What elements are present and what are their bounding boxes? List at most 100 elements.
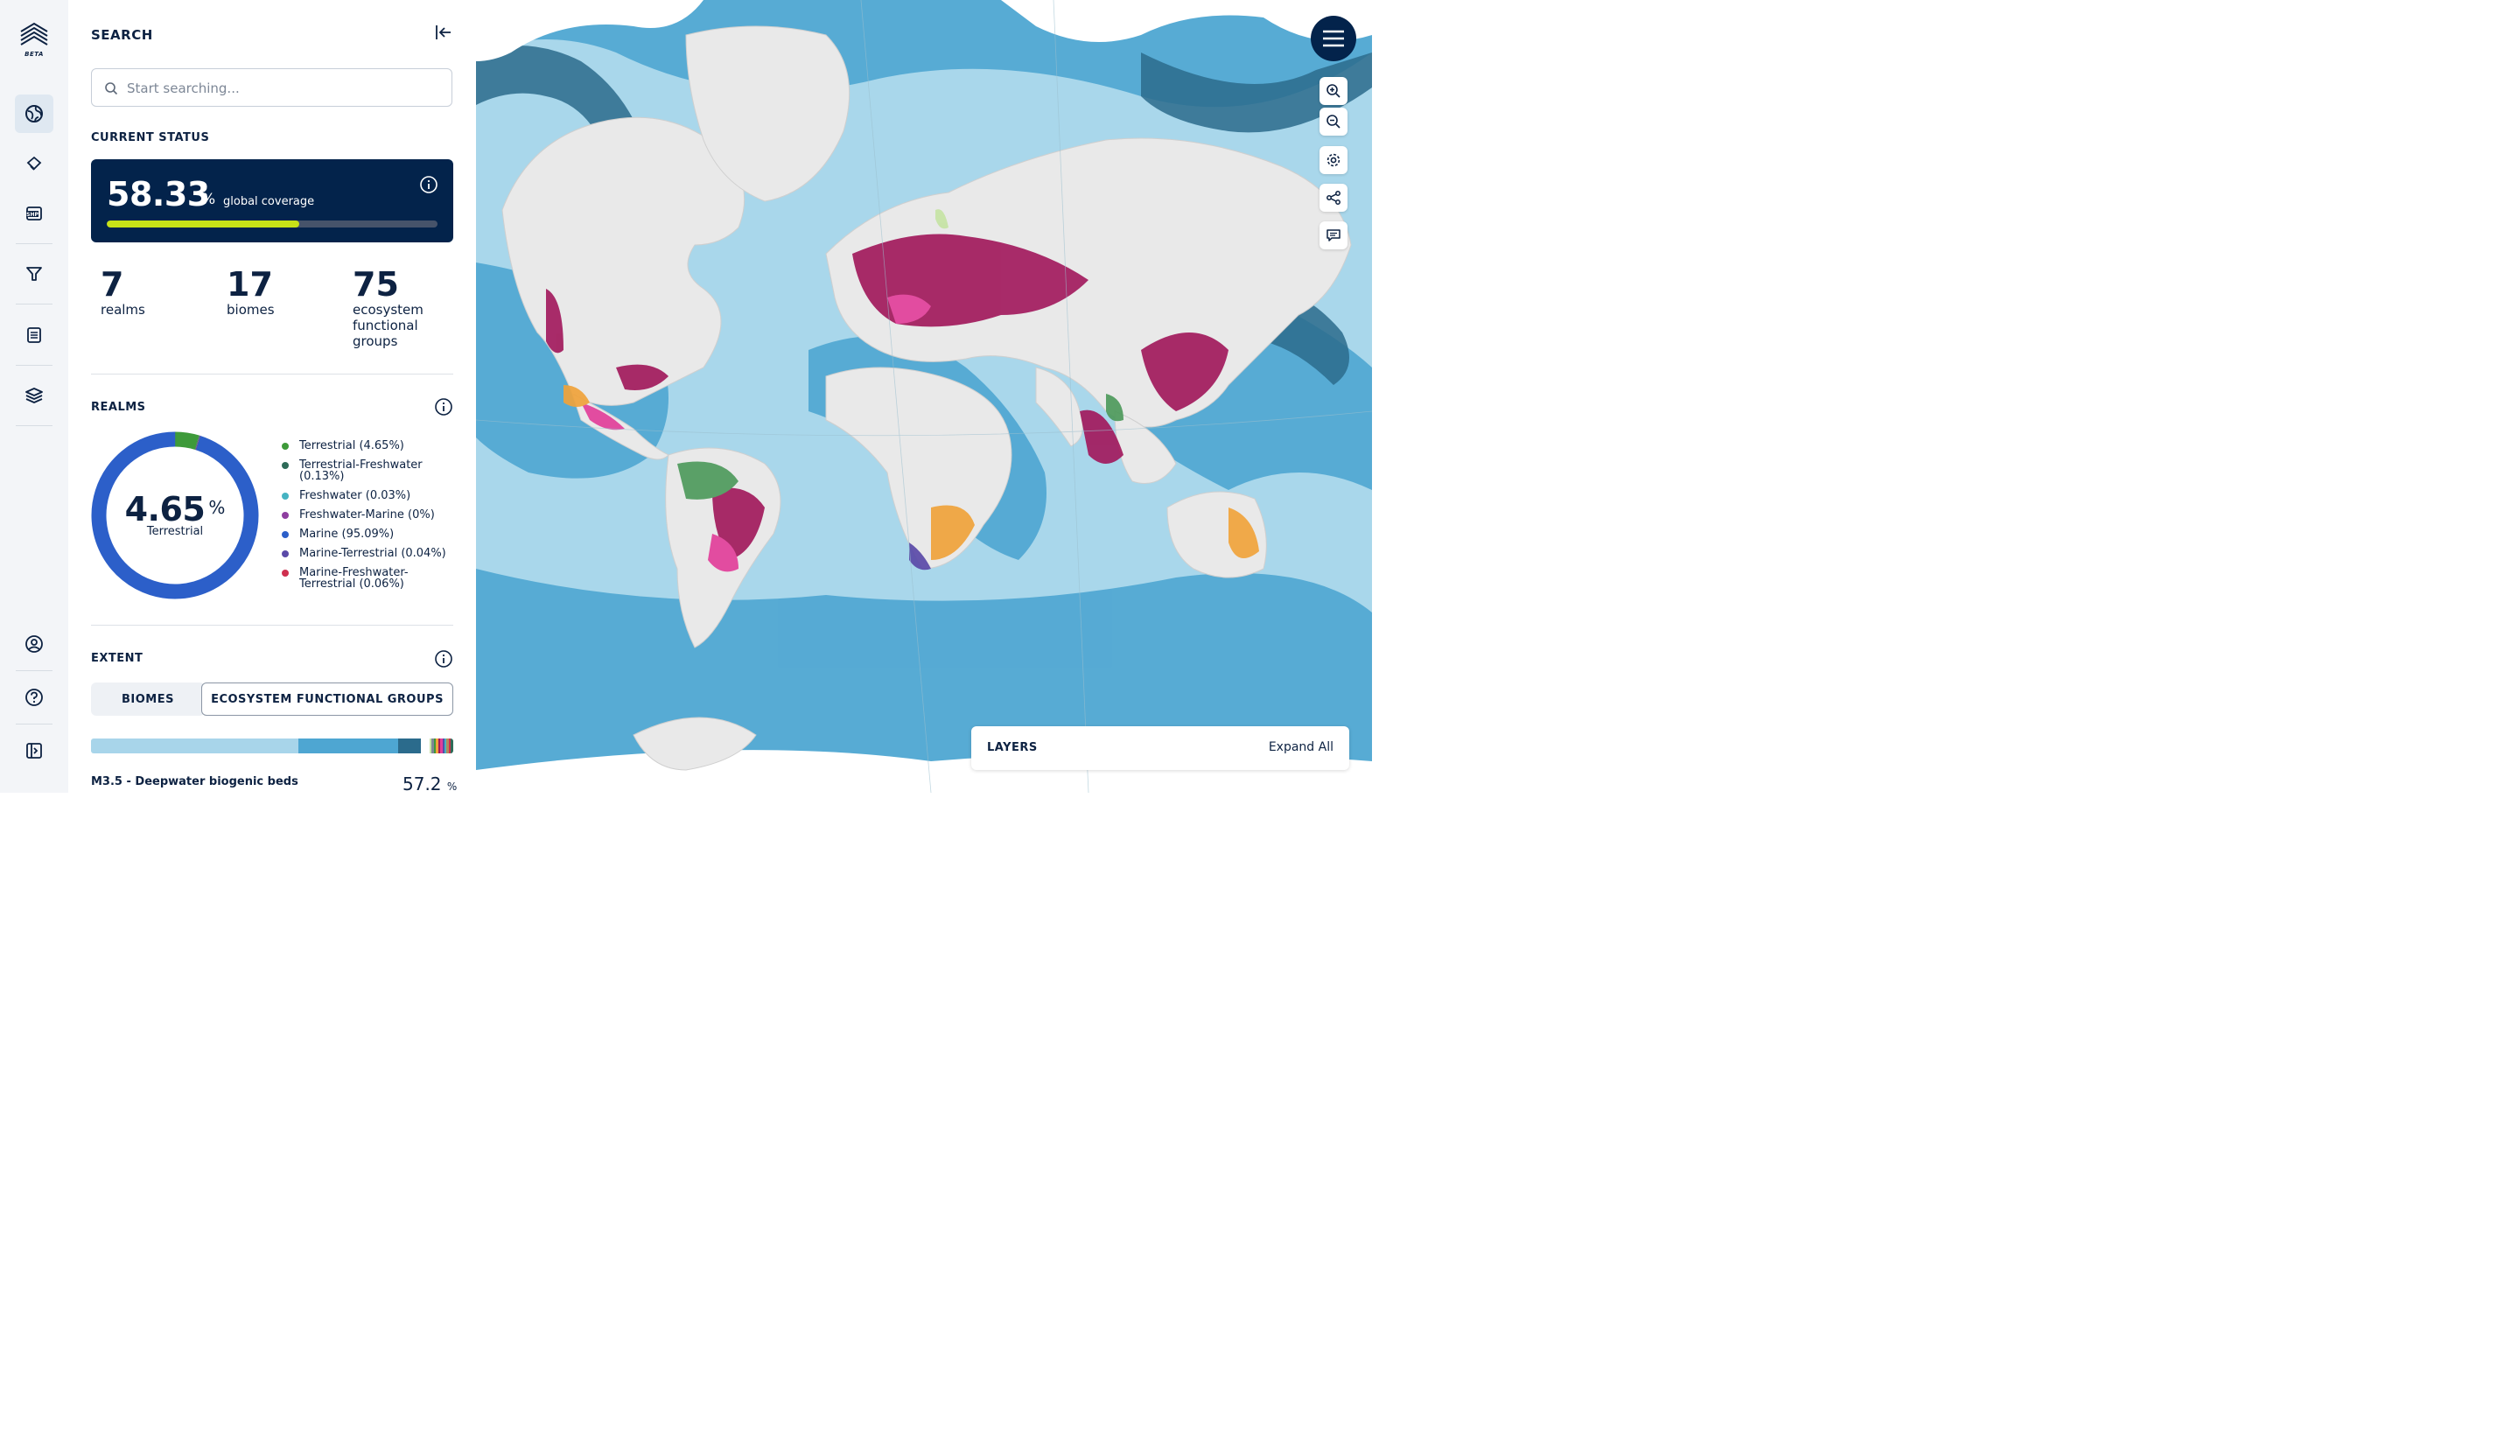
extent-bar-segment[interactable] — [448, 738, 452, 753]
collapse-left-icon — [436, 25, 451, 39]
legend-item: Marine-Terrestrial (0.04%) — [282, 548, 457, 559]
realms-legend: Terrestrial (4.65%) Terrestrial-Freshwat… — [282, 440, 457, 590]
legend-dot — [282, 493, 289, 500]
stat-value: 7 — [101, 265, 124, 304]
donut-slice — [91, 431, 259, 599]
extent-heading: EXTENT — [91, 652, 144, 665]
map-share-button[interactable] — [1320, 184, 1348, 212]
map-feedback-button[interactable] — [1320, 221, 1348, 249]
legend-item: Freshwater-Marine (0%) — [282, 509, 457, 521]
list-icon — [27, 327, 41, 343]
zoom-out-icon — [1326, 115, 1340, 129]
info-icon — [435, 650, 452, 668]
donut-unit: % — [208, 497, 226, 518]
share-icon — [1326, 191, 1340, 205]
tab-biomes[interactable]: BIOMES — [91, 682, 205, 716]
extent-stacked-bar — [91, 738, 453, 753]
zoom-in-icon — [1326, 84, 1340, 98]
coverage-card: 58.33 % global coverage — [91, 159, 453, 242]
app-logo[interactable]: BETA — [19, 21, 49, 58]
rail-layers-button[interactable] — [15, 376, 53, 415]
globe-icon — [25, 105, 43, 122]
extent-info-button[interactable] — [434, 649, 453, 668]
extent-bar-segment[interactable] — [444, 738, 447, 753]
stat-biomes: 17 biomes — [227, 267, 275, 318]
panel-title: SEARCH — [91, 27, 153, 43]
shapefile-icon: SHP — [26, 206, 42, 220]
extent-bar-segment[interactable] — [436, 738, 438, 753]
legend-item: Marine (95.09%) — [282, 528, 457, 540]
extent-bar-segment[interactable] — [420, 738, 430, 753]
stat-realms: 7 realms — [101, 267, 145, 318]
expand-all-button[interactable]: Expand All — [1268, 740, 1334, 754]
collapse-panel-button[interactable] — [434, 23, 453, 42]
extent-bar-segment[interactable] — [440, 738, 443, 753]
zoom-in-button[interactable] — [1320, 77, 1348, 105]
search-input[interactable] — [125, 77, 444, 100]
stat-label: realms — [101, 302, 145, 318]
extent-bar-segment[interactable] — [442, 738, 444, 753]
donut-slice — [91, 431, 259, 599]
stat-value: 75 — [353, 265, 399, 304]
extent-bar-segment[interactable] — [431, 738, 434, 753]
rail-shapefile-button[interactable]: SHP — [15, 194, 53, 233]
legend-dot — [282, 550, 289, 557]
icon-rail: BETA SHP — [0, 0, 68, 793]
stat-label: biomes — [227, 302, 275, 318]
donut-label: Terrestrial — [146, 525, 204, 538]
extent-bar-segment[interactable] — [438, 738, 441, 753]
tab-ecosystem-functional-groups[interactable]: ECOSYSTEM FUNCTIONAL GROUPS — [201, 682, 453, 716]
help-icon — [25, 689, 43, 706]
stat-efg: 75 ecosystem functional groups — [353, 267, 449, 349]
realms-info-button[interactable] — [434, 397, 453, 416]
stat-label: ecosystem functional groups — [353, 302, 424, 349]
efg-top-item-value: 57.2 % — [402, 774, 458, 793]
coverage-progress-track — [107, 220, 438, 228]
rail-filter-button[interactable] — [15, 255, 53, 293]
extent-bar-segment[interactable] — [298, 738, 398, 753]
world-map[interactable]: LAYERS Expand All — [476, 0, 1372, 793]
legend-dot — [282, 443, 289, 450]
coverage-info-button[interactable] — [419, 175, 438, 198]
extent-bar-segment[interactable] — [91, 738, 299, 753]
donut-slice — [91, 431, 259, 599]
realms-heading: REALMS — [91, 401, 146, 414]
map-canvas[interactable] — [476, 0, 1372, 793]
info-icon — [420, 176, 438, 193]
coverage-progress-fill — [107, 220, 300, 228]
settings-icon — [1326, 153, 1340, 167]
svg-text:SHP: SHP — [26, 212, 38, 218]
donut-slice — [91, 431, 259, 599]
legend-item: Marine-Freshwater-Terrestrial (0.06%) — [282, 567, 430, 590]
info-icon — [435, 398, 452, 416]
rail-globe-button[interactable] — [15, 94, 53, 133]
extent-bar-segment[interactable] — [433, 738, 437, 753]
rail-user-button[interactable] — [15, 625, 53, 663]
extent-bar-segment[interactable] — [446, 738, 449, 753]
donut-slice — [91, 431, 259, 599]
current-status-heading: CURRENT STATUS — [91, 131, 210, 144]
extent-bar-segment[interactable] — [397, 738, 421, 753]
layers-icon — [25, 388, 43, 403]
filter-icon — [26, 267, 42, 281]
extent-bar-segment[interactable] — [429, 738, 432, 753]
layers-panel: LAYERS Expand All — [971, 726, 1349, 770]
legend-item: Terrestrial-Freshwater (0.13%) — [282, 459, 448, 482]
map-settings-button[interactable] — [1320, 146, 1348, 174]
legend-dot — [282, 512, 289, 519]
coverage-value: 58.33 — [107, 175, 210, 214]
extent-bar-segment[interactable] — [451, 738, 453, 753]
rail-list-button[interactable] — [15, 316, 53, 354]
rail-expand-button[interactable] — [15, 732, 53, 770]
rail-tag-button[interactable] — [15, 144, 53, 183]
realms-donut-chart — [91, 431, 259, 599]
zoom-out-button[interactable] — [1320, 108, 1348, 136]
coverage-label: global coverage — [223, 195, 315, 208]
user-icon — [25, 635, 43, 653]
main-menu-button[interactable] — [1311, 16, 1356, 61]
legend-dot — [282, 570, 289, 577]
rail-help-button[interactable] — [15, 678, 53, 717]
layers-title: LAYERS — [987, 741, 1038, 754]
donut-center: 4.65% Terrestrial — [91, 490, 259, 538]
search-panel: SEARCH CURRENT STATUS 58.33 % global cov… — [68, 0, 476, 793]
